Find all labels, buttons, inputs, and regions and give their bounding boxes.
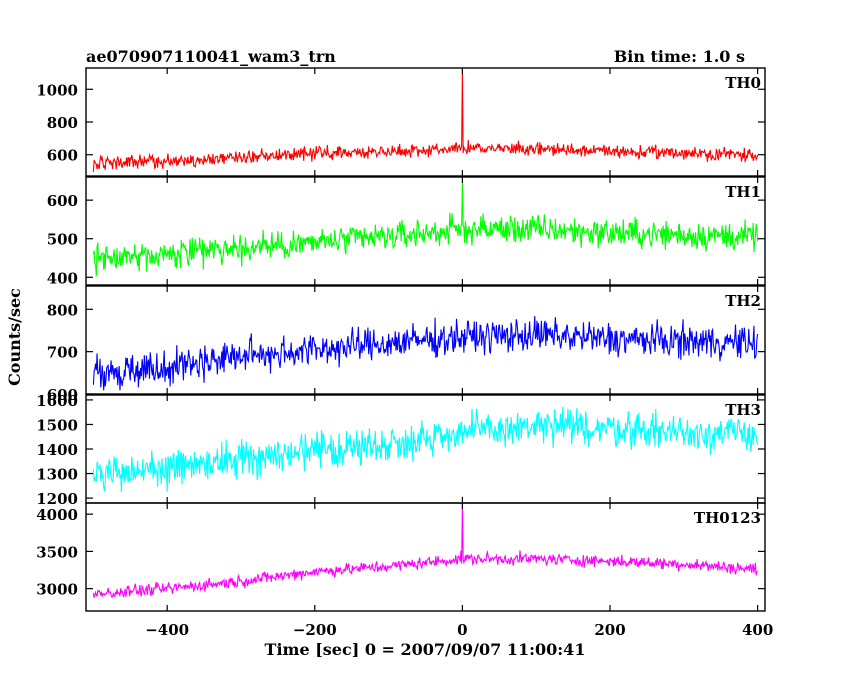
y-tick-label: 1200 — [36, 490, 78, 508]
series-label: TH0 — [725, 74, 761, 92]
y-tick-label: 3000 — [36, 581, 78, 599]
panel-frame — [85, 285, 766, 395]
x-axis-label: Time [sec] 0 = 2007/09/07 11:00:41 — [265, 640, 586, 659]
y-tick-label: 1500 — [36, 416, 78, 434]
panel-th3: 1200 1300 1400 1500 1600 TH3 — [36, 392, 766, 508]
panel-frame — [85, 502, 766, 612]
bin-time-label: Bin time: 1.0 s — [614, 47, 745, 66]
y-tick-label: 1400 — [36, 441, 78, 459]
panel-th0123: 3000 3500 4000 TH0123 — [36, 502, 766, 612]
y-tick-label: 600 — [47, 147, 78, 165]
x-tick-label: 400 — [742, 621, 773, 639]
panel-th0: 600 800 1000 TH0 — [36, 67, 766, 177]
series-label: TH1 — [725, 183, 761, 201]
x-tick-label: −400 — [145, 621, 189, 639]
y-tick-label: 700 — [47, 344, 78, 362]
y-tick-label: 600 — [47, 386, 78, 404]
y-tick-label: 800 — [47, 114, 78, 132]
y-tick-label: 1000 — [36, 81, 78, 99]
panel-frame — [85, 394, 766, 504]
series-line-th0123 — [92, 503, 758, 598]
y-tick-label: 500 — [47, 231, 78, 249]
series-label: TH0123 — [694, 509, 761, 527]
y-tick-label: 4000 — [36, 506, 78, 524]
series-line-th3 — [92, 406, 759, 493]
series-line-th0 — [92, 68, 759, 173]
chart-title: ae070907110041_wam3_trn — [86, 47, 336, 66]
y-tick-label: 800 — [47, 301, 78, 319]
panels: 600 800 1000 TH0 400 500 600 TH1 600 700 800 TH2 120… — [36, 67, 766, 612]
y-tick-label: 400 — [47, 269, 78, 287]
y-tick-label: 1600 — [36, 392, 78, 410]
y-axis-label: Counts/sec — [5, 288, 24, 386]
series-line-th2 — [92, 316, 759, 391]
panel-frame — [85, 176, 766, 286]
panel-th1: 400 500 600 TH1 — [47, 176, 766, 287]
series-line-th1 — [92, 180, 759, 277]
y-tick-label: 3500 — [36, 543, 78, 561]
x-tick-label: 0 — [457, 621, 467, 639]
x-axis: −400 −200 0 200 400 — [145, 621, 773, 639]
y-tick-label: 1300 — [36, 466, 78, 484]
panel-th2: 600 700 800 TH2 — [47, 285, 766, 404]
series-label: TH3 — [725, 401, 761, 419]
x-tick-label: 200 — [594, 621, 625, 639]
x-tick-label: −200 — [293, 621, 337, 639]
series-label: TH2 — [725, 292, 761, 310]
y-tick-label: 600 — [47, 192, 78, 210]
